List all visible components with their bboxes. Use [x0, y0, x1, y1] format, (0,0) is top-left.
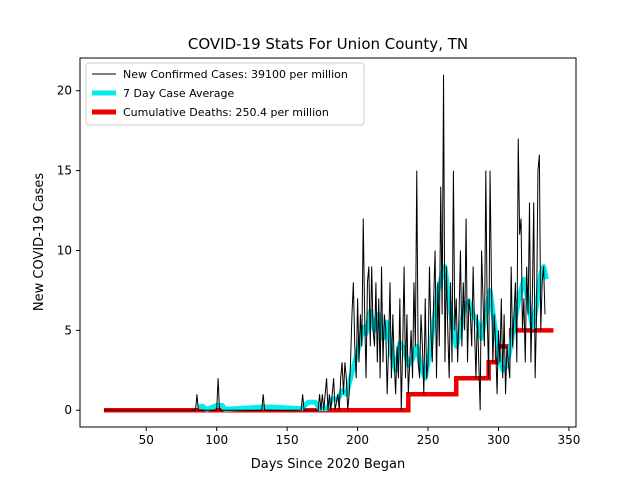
x-tick-label: 100	[205, 433, 228, 447]
x-tick-label: 200	[346, 433, 369, 447]
legend-label-average: 7 Day Case Average	[123, 87, 235, 100]
y-tick-label: 0	[64, 403, 72, 417]
y-axis-label: New COVID-19 Cases	[32, 173, 47, 311]
legend-label-deaths: Cumulative Deaths: 250.4 per million	[123, 106, 329, 119]
x-tick-label: 350	[558, 433, 581, 447]
y-tick-label: 20	[57, 84, 72, 98]
series-line-new-cases	[103, 74, 546, 411]
x-tick-label: 50	[139, 433, 154, 447]
plot-frame	[79, 57, 577, 428]
legend-label-cases: New Confirmed Cases: 39100 per million	[123, 68, 348, 81]
x-axis-label: Days Since 2020 Began	[251, 457, 406, 472]
x-tick-label: 150	[276, 433, 299, 447]
y-tick-label: 15	[57, 164, 72, 178]
y-tick-label: 10	[57, 243, 72, 257]
y-tick-label: 5	[64, 323, 72, 337]
legend-box	[85, 62, 365, 126]
chart-title: COVID-19 Stats For Union County, TN	[188, 35, 468, 53]
legend: New Confirmed Cases: 39100 per million 7…	[85, 62, 365, 126]
x-tick-label: 300	[487, 433, 510, 447]
x-tick-label: 250	[417, 433, 440, 447]
